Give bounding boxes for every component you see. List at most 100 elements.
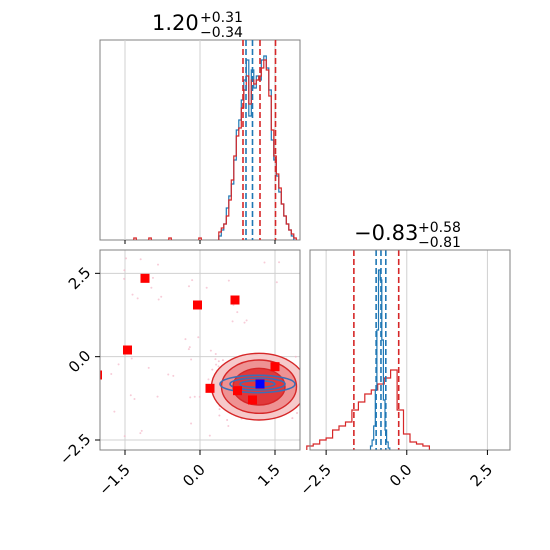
right-x-tick-label: −2.5 [296, 461, 334, 499]
scatter-point [157, 263, 160, 266]
right-panel-background [310, 250, 510, 450]
right-x-tick-label: 0.0 [386, 461, 416, 491]
red-square-marker [248, 395, 257, 405]
top-hist-red [133, 59, 297, 240]
scatter-point [193, 395, 196, 398]
scatter-point [187, 285, 190, 288]
scatter-point [167, 373, 170, 376]
scatter-point [123, 269, 126, 272]
scatter-point [236, 311, 239, 314]
param2-title-minus: −0.81 [418, 235, 461, 251]
scatter-point [205, 286, 208, 289]
scatter-point [218, 408, 221, 411]
top-panel-histograms [133, 55, 297, 240]
scatter-point [110, 373, 113, 376]
scatter-point [263, 261, 266, 264]
scatter-point [189, 396, 192, 399]
scatter-point [188, 346, 191, 349]
red-square-marker [193, 300, 202, 310]
blue-contour-level [219, 374, 296, 394]
x-tick-label: −1.5 [95, 461, 133, 499]
scatter-point [123, 435, 126, 438]
scatter-point [294, 355, 297, 358]
scatter-point [190, 422, 193, 425]
scatter-point [226, 418, 229, 421]
y-tick-label: 2.5 [65, 263, 95, 293]
scatter-point [218, 414, 221, 417]
scatter-point [157, 298, 160, 301]
scatter-point [156, 395, 159, 398]
scatter-point [278, 261, 281, 264]
right-panel-ticks: −2.5 0.0 2.5 [296, 450, 496, 499]
right-panel-grid [325, 250, 488, 450]
scatter-point [217, 360, 220, 363]
scatter-point [139, 258, 142, 261]
scatter-point [147, 366, 150, 369]
scatter-point [117, 363, 120, 366]
scatter-point [243, 321, 246, 324]
panel-2d-contours: −1.5 0.0 1.5 −2.5 0.0 2.5 [56, 249, 305, 499]
scatter-point [291, 417, 294, 420]
scatter-point [197, 336, 200, 339]
scatter-point [302, 378, 304, 380]
right-panel-quantile-lines [353, 250, 400, 450]
scatter-point [129, 394, 132, 397]
scatter-point [190, 358, 193, 361]
scatter-point [296, 412, 299, 415]
x-tick-label: 0.0 [179, 461, 209, 491]
panel-top-histogram: 1.20 +0.31 −0.34 [99, 10, 301, 244]
scatter-point [123, 277, 126, 280]
scatter-point [231, 320, 234, 323]
red-square-marker [205, 383, 215, 393]
blue-contour-level [229, 377, 286, 391]
scatter-point [217, 365, 220, 368]
scatter-point [187, 348, 190, 351]
scatter-point [130, 357, 133, 360]
scatter-point [208, 434, 211, 437]
scatter-point [151, 276, 154, 279]
param1-title-value: 1.20 [152, 11, 199, 35]
scatter-point [131, 293, 134, 296]
scatter-point [209, 349, 212, 352]
scatter-point [125, 257, 128, 260]
scatter-point [245, 319, 248, 322]
scatter-point [227, 279, 230, 282]
param2-title-plus: +0.58 [418, 220, 461, 236]
scatter-point [191, 279, 194, 282]
scatter-point [113, 410, 116, 413]
y-tick-label: −2.5 [56, 430, 94, 468]
scatter-point [214, 353, 217, 356]
scatter-point [302, 385, 304, 387]
scatter-point [150, 286, 153, 289]
scatter-point [211, 368, 214, 371]
scatter-point [275, 281, 278, 284]
right-hist-red [306, 369, 430, 450]
blue-square-marker [255, 379, 265, 389]
param2-title-value: −0.83 [354, 221, 418, 245]
red-square-marker [233, 386, 242, 396]
red-square-marker [270, 362, 280, 372]
red-square-marker [100, 370, 102, 380]
scatter-point [214, 358, 217, 361]
scatter-point [184, 338, 187, 341]
panel-2d-markers [100, 273, 280, 405]
scatter-point [172, 374, 175, 377]
right-panel-frame [309, 249, 511, 451]
panel-right-histogram: −2.5 0.0 2.5 −0.83 +0.58 −0.81 [296, 220, 511, 499]
scatter-point [303, 382, 305, 384]
scatter-point [160, 295, 163, 298]
param1-title-plus: +0.31 [200, 10, 243, 26]
scatter-point [215, 363, 218, 366]
right-x-tick-label: 2.5 [467, 461, 497, 491]
scatter-point [221, 359, 224, 362]
scatter-point [136, 297, 139, 300]
red-square-marker [230, 295, 240, 305]
scatter-point [140, 429, 143, 432]
param1-title-minus: −0.34 [200, 25, 243, 41]
scatter-point [198, 395, 201, 398]
y-tick-label: 0.0 [65, 347, 95, 377]
scatter-point [139, 432, 142, 435]
scatter-point [133, 397, 136, 400]
scatter-point [207, 378, 210, 381]
